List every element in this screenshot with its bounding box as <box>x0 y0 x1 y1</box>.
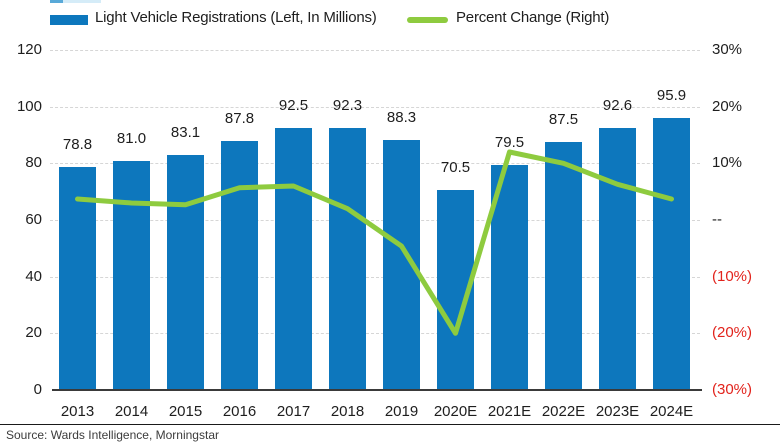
screenshot-artifact <box>50 0 63 3</box>
left-axis-tick-label: 0 <box>33 381 42 398</box>
bar-value-label: 79.5 <box>494 133 525 151</box>
gridline <box>50 276 700 278</box>
left-axis-tick-label: 20 <box>25 324 42 342</box>
gridline <box>50 50 700 51</box>
x-axis-label-2018: 2018 <box>330 403 365 420</box>
bar-series-legend-label: Light Vehicle Registrations (Left, In Mi… <box>95 9 377 26</box>
screenshot-artifact <box>63 0 101 3</box>
right-axis-tick-label: (20%) <box>712 324 753 342</box>
gridline <box>50 163 700 165</box>
x-axis-label-2013: 2013 <box>60 403 95 420</box>
line-series-legend-label: Percent Change (Right) <box>456 9 610 26</box>
right-axis-tick-label: (30%) <box>712 381 753 398</box>
x-axis-label-2015: 2015 <box>168 403 203 420</box>
x-axis-label-2021E: 2021E <box>487 403 532 420</box>
bar-2023E <box>599 127 636 390</box>
left-axis-tick-label: 100 <box>16 97 42 115</box>
line-series-swatch-icon <box>407 17 448 23</box>
bar-value-label: 70.5 <box>440 159 471 177</box>
bar-value-label: 95.9 <box>656 87 687 105</box>
x-axis-label-2024E: 2024E <box>649 403 694 420</box>
x-axis-label-2020E: 2020E <box>433 403 478 420</box>
right-axis-tick-label: (10%) <box>712 267 753 285</box>
bar-2021E <box>491 164 528 390</box>
right-axis-tick-label: 10% <box>712 154 743 172</box>
x-axis-label-2014: 2014 <box>114 403 149 420</box>
x-axis-line <box>52 389 702 391</box>
bar-value-label: 92.6 <box>602 96 633 114</box>
bar-2015 <box>167 154 204 390</box>
percent-change-polyline <box>75 149 674 336</box>
bar-value-label: 83.1 <box>170 123 201 141</box>
bar-2016 <box>221 141 258 390</box>
bar-2018 <box>329 128 366 390</box>
right-axis-tick-label: -- <box>712 211 722 228</box>
source-text: Source: Wards Intelligence, Morningstar <box>6 428 219 442</box>
bar-value-label: 88.3 <box>386 108 417 126</box>
right-axis-tick-label: 30% <box>712 41 743 58</box>
gridline <box>50 220 700 221</box>
gridline <box>50 333 700 335</box>
bar-series-swatch-icon <box>50 15 88 25</box>
bar-value-label: 92.3 <box>332 97 363 115</box>
left-axis-tick-label: 120 <box>16 41 42 58</box>
x-axis-label-2017: 2017 <box>276 403 311 420</box>
gridline <box>50 106 700 108</box>
bar-value-label: 92.5 <box>278 96 309 114</box>
footer-separator <box>0 424 780 425</box>
left-axis-tick-label: 80 <box>25 154 42 172</box>
bar-value-label: 87.5 <box>548 111 579 129</box>
bar-2013 <box>59 166 96 390</box>
bar-2014 <box>113 160 150 390</box>
left-axis-tick-label: 60 <box>25 211 42 228</box>
right-axis-tick-label: 20% <box>712 97 743 115</box>
x-axis-label-2022E: 2022E <box>541 403 586 420</box>
x-axis-label-2016: 2016 <box>222 403 257 420</box>
left-axis-tick-label: 40 <box>25 267 42 285</box>
x-axis-label-2019: 2019 <box>384 403 419 420</box>
bar-value-label: 87.8 <box>224 110 255 128</box>
bar-value-label: 81.0 <box>116 129 147 147</box>
bar-value-label: 78.8 <box>62 135 93 153</box>
bar-2024E <box>653 118 690 390</box>
bar-2017 <box>275 127 312 390</box>
bar-2022E <box>545 142 582 390</box>
x-axis-label-2023E: 2023E <box>595 403 640 420</box>
